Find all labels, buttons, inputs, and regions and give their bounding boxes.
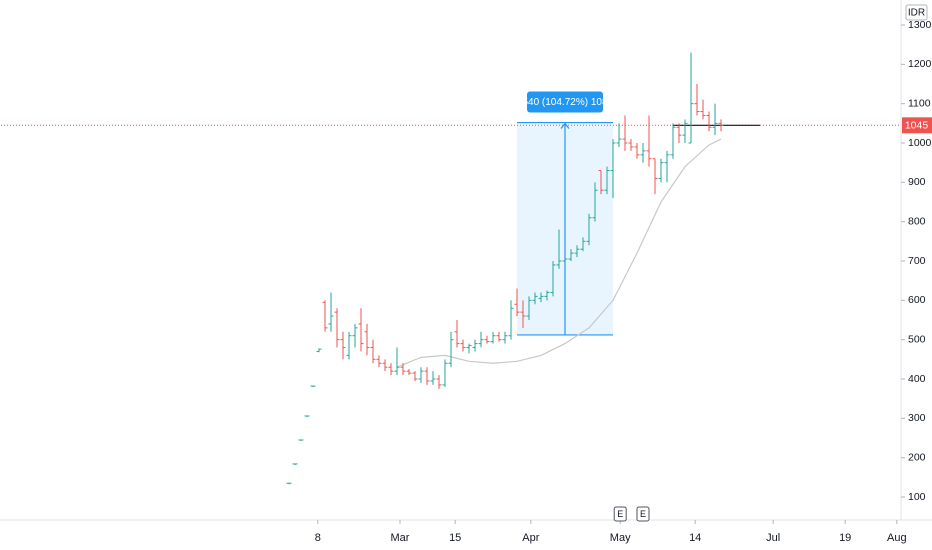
- y-tick-label: 1000: [908, 137, 932, 149]
- x-tick-label: 14: [689, 532, 701, 544]
- event-marker[interactable]: [613, 506, 627, 522]
- x-tick-label: Aug: [887, 532, 907, 544]
- last-price-label: 1045: [905, 120, 929, 132]
- event-marker[interactable]: [636, 506, 650, 522]
- x-tick-label: 8: [315, 532, 321, 544]
- y-tick-label: 100: [908, 491, 926, 503]
- last-price-box: [902, 117, 932, 134]
- currency-box[interactable]: [905, 4, 928, 21]
- measure-arrowhead: [560, 122, 570, 129]
- y-tick-label: 500: [908, 333, 926, 345]
- y-tick-label: 1200: [908, 58, 932, 70]
- y-tick-label: 600: [908, 294, 926, 306]
- measure-label: 540 (104.72%) 108: [522, 97, 608, 108]
- measure-label-box: [527, 91, 603, 113]
- y-tick-label: 700: [908, 255, 926, 267]
- y-tick-label: 1100: [908, 97, 931, 109]
- event-label: E: [617, 509, 623, 519]
- y-tick-label: 800: [908, 215, 926, 227]
- moving-average: [396, 138, 722, 368]
- x-tick-label: 15: [449, 532, 461, 544]
- y-tick-label: 300: [908, 412, 926, 424]
- y-tick-label: 1300: [908, 19, 932, 31]
- y-tick-label: 400: [908, 373, 926, 385]
- x-tick-label: Mar: [391, 532, 410, 544]
- x-tick-label: Apr: [522, 532, 539, 544]
- x-tick-label: 19: [839, 532, 851, 544]
- x-tick-label: May: [610, 532, 631, 544]
- currency-label: IDR: [908, 8, 925, 19]
- y-tick-label: 200: [908, 451, 926, 463]
- event-label: E: [640, 509, 646, 519]
- x-tick-label: Jul: [766, 532, 780, 544]
- y-tick-label: 900: [908, 176, 926, 188]
